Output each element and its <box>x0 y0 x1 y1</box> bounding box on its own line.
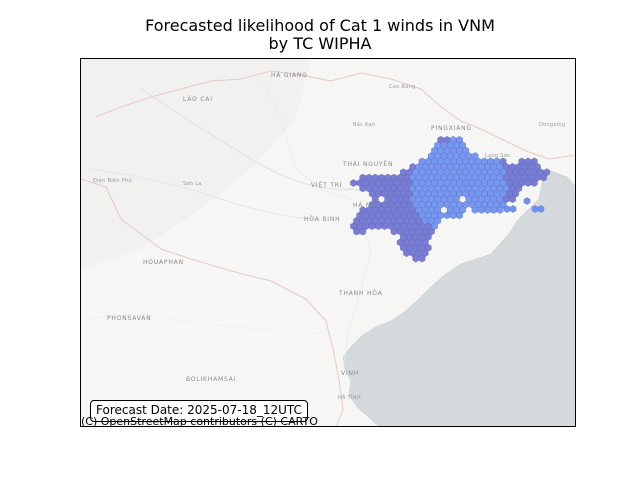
place-label: PHONSAVAN <box>107 315 152 322</box>
chart-title-line-2: by TC WIPHA <box>268 34 372 53</box>
hex-cell <box>359 227 367 236</box>
terrain-shade <box>81 59 311 269</box>
hex-cell <box>418 254 426 263</box>
place-label: Bắc Kạn <box>353 122 376 128</box>
hex-cell <box>540 173 547 182</box>
hex-cell <box>350 179 357 187</box>
place-label: THANH HÓA <box>339 290 383 297</box>
place-label: Điện Biên Phủ <box>93 178 133 184</box>
basemap <box>81 59 575 426</box>
place-label: Cao Bằng <box>389 84 416 90</box>
forecast-date-box: Forecast Date: 2025-07-18_12UTC <box>90 400 308 422</box>
hex-cell <box>523 197 531 205</box>
hex-cell <box>496 206 504 214</box>
hexbin-layer <box>350 136 551 263</box>
place-label: HOUAPHAN <box>143 259 184 266</box>
china-border <box>95 70 575 160</box>
river-black <box>90 168 322 220</box>
map-attribution: (C) OpenStreetMap contributors (C) CARTO <box>81 415 318 428</box>
place-label: LÀO CAI <box>183 96 213 103</box>
hex-cell <box>537 205 545 213</box>
laos-border <box>81 178 344 426</box>
place-label: PINGXIANG <box>431 125 472 132</box>
chart-title-line-1: Forecasted likelihood of Cat 1 winds in … <box>145 16 495 35</box>
map-panel[interactable]: HÀ GIANG LÀO CAI Cao Bằng Bắc Kạn PINGXI… <box>80 58 576 427</box>
place-label: Lạng Sơn <box>485 153 511 159</box>
road-3 <box>81 313 322 335</box>
place-label: THÁI NGUYÊN <box>343 161 394 168</box>
place-label: HÀ TĨNH <box>338 395 361 401</box>
hex-cell <box>509 195 516 203</box>
sea-area <box>342 170 575 426</box>
place-label: HÀ NỘI <box>353 202 380 209</box>
place-label: HÒA BÌNH <box>304 216 341 223</box>
place-label: BOLIKHAMSAI <box>186 376 237 383</box>
place-label: VIỆT TRÌ <box>311 182 343 189</box>
place-label: VINH <box>341 370 360 377</box>
hex-cell <box>456 211 463 220</box>
place-label: Sơn La <box>183 181 202 187</box>
place-label: HÀ GIANG <box>271 72 308 79</box>
hex-cell <box>509 205 517 213</box>
hex-cell <box>531 179 538 187</box>
place-label: Dongxing <box>539 122 566 128</box>
road-1 <box>260 78 352 200</box>
